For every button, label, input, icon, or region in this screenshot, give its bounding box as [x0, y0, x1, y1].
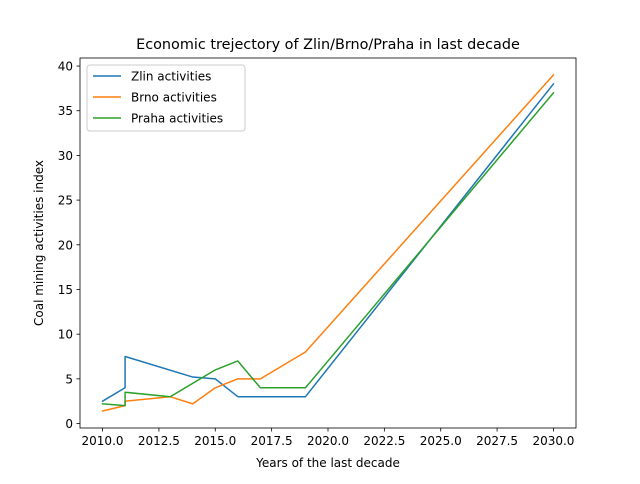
chart-title: Economic trejectory of Zlin/Brno/Praha i… [136, 37, 520, 53]
y-tick-label: 40 [58, 60, 73, 74]
x-tick-label: 2012.5 [138, 434, 180, 448]
series-line-zlin-activities [101, 82, 555, 403]
x-tick-label: 2010.0 [82, 434, 124, 448]
y-tick-label: 35 [58, 104, 73, 118]
y-axis-ticks: 0 5 10 15 20 25 30 35 40 [58, 60, 80, 431]
y-tick-label: 15 [58, 283, 73, 297]
x-tick-label: 2027.5 [476, 434, 518, 448]
y-tick-label: 30 [58, 149, 73, 163]
y-tick-label: 20 [58, 238, 73, 252]
y-tick-label: 0 [65, 417, 73, 431]
x-tick-label: 2022.5 [363, 434, 405, 448]
x-axis-ticks: 2010.0 2012.5 2015.0 2017.5 2020.0 2022.5 2025… [82, 428, 574, 448]
series-layer [101, 73, 555, 412]
x-tick-label: 2015.0 [194, 434, 236, 448]
y-tick-label: 5 [65, 372, 73, 386]
x-tick-label: 2020.0 [307, 434, 349, 448]
y-axis-label: Coal mining activities index [32, 160, 46, 326]
x-tick-label: 2017.5 [251, 434, 293, 448]
legend-label: Brno activities [131, 91, 217, 105]
x-axis-label: Years of the last decade [255, 456, 400, 470]
y-tick-label: 10 [58, 328, 73, 342]
legend: Zlin activities Brno activities Praha acti… [86, 64, 246, 132]
legend-box [86, 64, 246, 132]
y-tick-label: 25 [58, 194, 73, 208]
series-line-praha-activities [101, 91, 555, 407]
x-tick-label: 2025.0 [420, 434, 462, 448]
legend-label: Zlin activities [131, 70, 211, 84]
legend-label: Praha activities [131, 112, 223, 126]
x-tick-label: 2030.0 [532, 434, 574, 448]
